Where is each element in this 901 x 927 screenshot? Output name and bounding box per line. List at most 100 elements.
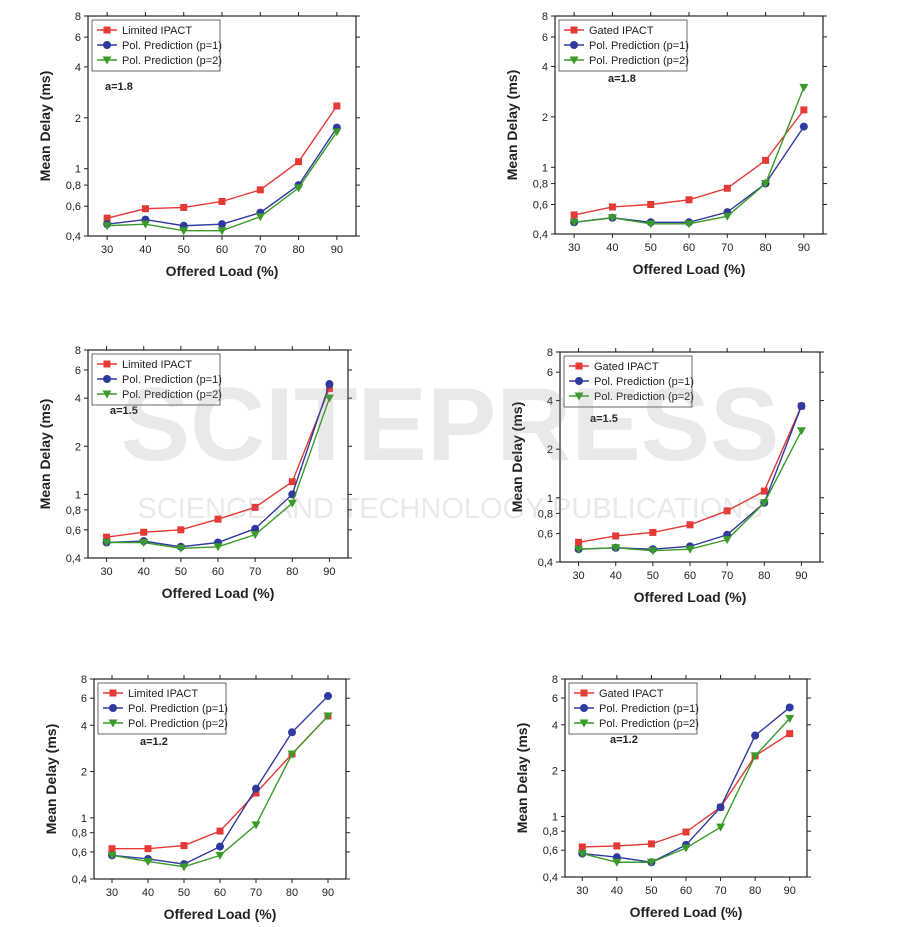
legend-label: Pol. Prediction (p=1) bbox=[128, 703, 228, 715]
x-tick-label: 80 bbox=[286, 887, 298, 899]
legend-label: Limited IPACT bbox=[128, 688, 198, 700]
y-tick-label: 8 bbox=[81, 674, 87, 686]
y-tick-label: 1 bbox=[75, 489, 81, 501]
data-point bbox=[180, 842, 188, 850]
x-tick-label: 80 bbox=[758, 570, 770, 582]
y-tick-label: 1 bbox=[542, 162, 548, 174]
y-tick-label: 0,6 bbox=[543, 845, 558, 857]
data-point bbox=[574, 545, 584, 554]
y-tick-label: 0,4 bbox=[543, 872, 558, 884]
data-point bbox=[103, 214, 111, 222]
x-tick-label: 50 bbox=[647, 570, 659, 582]
y-axis-title: Mean Delay (ms) bbox=[37, 399, 53, 509]
watermark-main: SCITEPRESS bbox=[121, 367, 780, 483]
data-point bbox=[612, 532, 620, 540]
x-axis-title: Offered Load (%) bbox=[162, 585, 275, 601]
data-point bbox=[682, 828, 690, 836]
data-point bbox=[102, 539, 112, 548]
data-point bbox=[799, 122, 808, 131]
data-point bbox=[176, 544, 186, 553]
y-tick-label: 0,4 bbox=[66, 231, 81, 243]
legend-swatch-marker bbox=[574, 392, 584, 401]
x-tick-label: 60 bbox=[212, 566, 224, 578]
data-point bbox=[144, 845, 152, 853]
data-point bbox=[255, 213, 265, 222]
data-point bbox=[685, 196, 693, 204]
y-axis-title: Mean Delay (ms) bbox=[37, 71, 53, 181]
y-tick-label: 4 bbox=[547, 396, 553, 408]
x-tick-label: 90 bbox=[798, 242, 810, 254]
y-tick-label: 4 bbox=[81, 720, 87, 732]
y-tick-label: 0,4 bbox=[538, 557, 553, 569]
data-point bbox=[607, 214, 617, 223]
y-tick-label: 1 bbox=[552, 811, 558, 823]
data-point bbox=[217, 227, 227, 236]
legend-swatch-marker bbox=[575, 377, 583, 385]
legend-label: Pol. Prediction (p=1) bbox=[599, 703, 699, 715]
x-tick-label: 40 bbox=[138, 566, 150, 578]
x-tick-label: 40 bbox=[139, 244, 151, 256]
data-point bbox=[785, 715, 795, 724]
y-tick-label: 2 bbox=[552, 766, 558, 778]
y-tick-label: 8 bbox=[75, 345, 81, 357]
x-tick-label: 70 bbox=[254, 244, 266, 256]
legend-swatch-marker bbox=[580, 689, 588, 697]
y-tick-label: 6 bbox=[542, 32, 548, 44]
data-point bbox=[333, 102, 341, 110]
data-point bbox=[716, 803, 725, 812]
data-point bbox=[723, 507, 731, 515]
x-tick-label: 60 bbox=[216, 244, 228, 256]
data-point bbox=[751, 731, 760, 740]
data-point bbox=[800, 106, 808, 114]
y-tick-label: 8 bbox=[547, 347, 553, 359]
x-tick-label: 30 bbox=[568, 242, 580, 254]
x-tick-label: 90 bbox=[322, 887, 334, 899]
x-tick-label: 60 bbox=[683, 242, 695, 254]
legend-swatch-marker bbox=[102, 390, 112, 399]
x-tick-label: 70 bbox=[721, 242, 733, 254]
legend-label: Pol. Prediction (p=2) bbox=[599, 718, 699, 730]
x-tick-label: 60 bbox=[214, 887, 226, 899]
y-tick-label: 0,8 bbox=[538, 508, 553, 520]
data-point bbox=[578, 843, 586, 851]
x-tick-label: 50 bbox=[645, 242, 657, 254]
data-point bbox=[294, 184, 304, 193]
legend-swatch-marker bbox=[570, 41, 578, 49]
data-point bbox=[686, 521, 694, 529]
x-tick-label: 30 bbox=[576, 885, 588, 897]
annotation: a=1.5 bbox=[110, 405, 138, 417]
data-point bbox=[180, 203, 188, 211]
data-point bbox=[287, 750, 297, 759]
data-point bbox=[295, 158, 303, 166]
legend-swatch-marker bbox=[569, 56, 579, 65]
data-point bbox=[250, 531, 260, 540]
annotation: a=1.8 bbox=[608, 73, 636, 85]
data-point bbox=[323, 712, 333, 721]
data-point bbox=[215, 851, 225, 860]
data-point bbox=[140, 220, 150, 229]
data-point bbox=[252, 789, 260, 797]
data-point bbox=[647, 840, 655, 848]
data-point bbox=[684, 220, 694, 229]
legend-label: Gated IPACT bbox=[599, 688, 664, 700]
data-point bbox=[608, 203, 616, 211]
y-tick-label: 0,8 bbox=[72, 828, 87, 840]
chart-panel-2: 0,4 0,6 0,8 1 2 4 6 8 30 40 50 60 70 80 90 Offered Load… bbox=[504, 11, 827, 277]
y-tick-label: 4 bbox=[75, 393, 81, 405]
y-tick-label: 1 bbox=[75, 164, 81, 176]
data-point bbox=[722, 212, 732, 221]
data-point bbox=[288, 478, 296, 486]
y-tick-label: 2 bbox=[75, 113, 81, 125]
chart-panel-5: 0,4 0,6 0,8 1 2 4 6 8 30 40 50 60 70 80 90 Offered Load… bbox=[43, 674, 350, 922]
legend-label: Limited IPACT bbox=[122, 359, 192, 371]
x-axis-title: Offered Load (%) bbox=[164, 906, 277, 922]
y-tick-label: 1 bbox=[81, 813, 87, 825]
x-tick-label: 70 bbox=[249, 566, 261, 578]
data-point bbox=[785, 703, 794, 712]
charts-layer: 0,4 0,6 0,8 1 2 4 6 8 30 40 50 60 70 80 90 Offered Load… bbox=[37, 11, 827, 922]
legend-label: Pol. Prediction (p=2) bbox=[594, 391, 694, 403]
legend-swatch-marker bbox=[108, 719, 118, 728]
data-point bbox=[179, 863, 189, 872]
data-point bbox=[723, 184, 731, 192]
data-point bbox=[570, 211, 578, 219]
